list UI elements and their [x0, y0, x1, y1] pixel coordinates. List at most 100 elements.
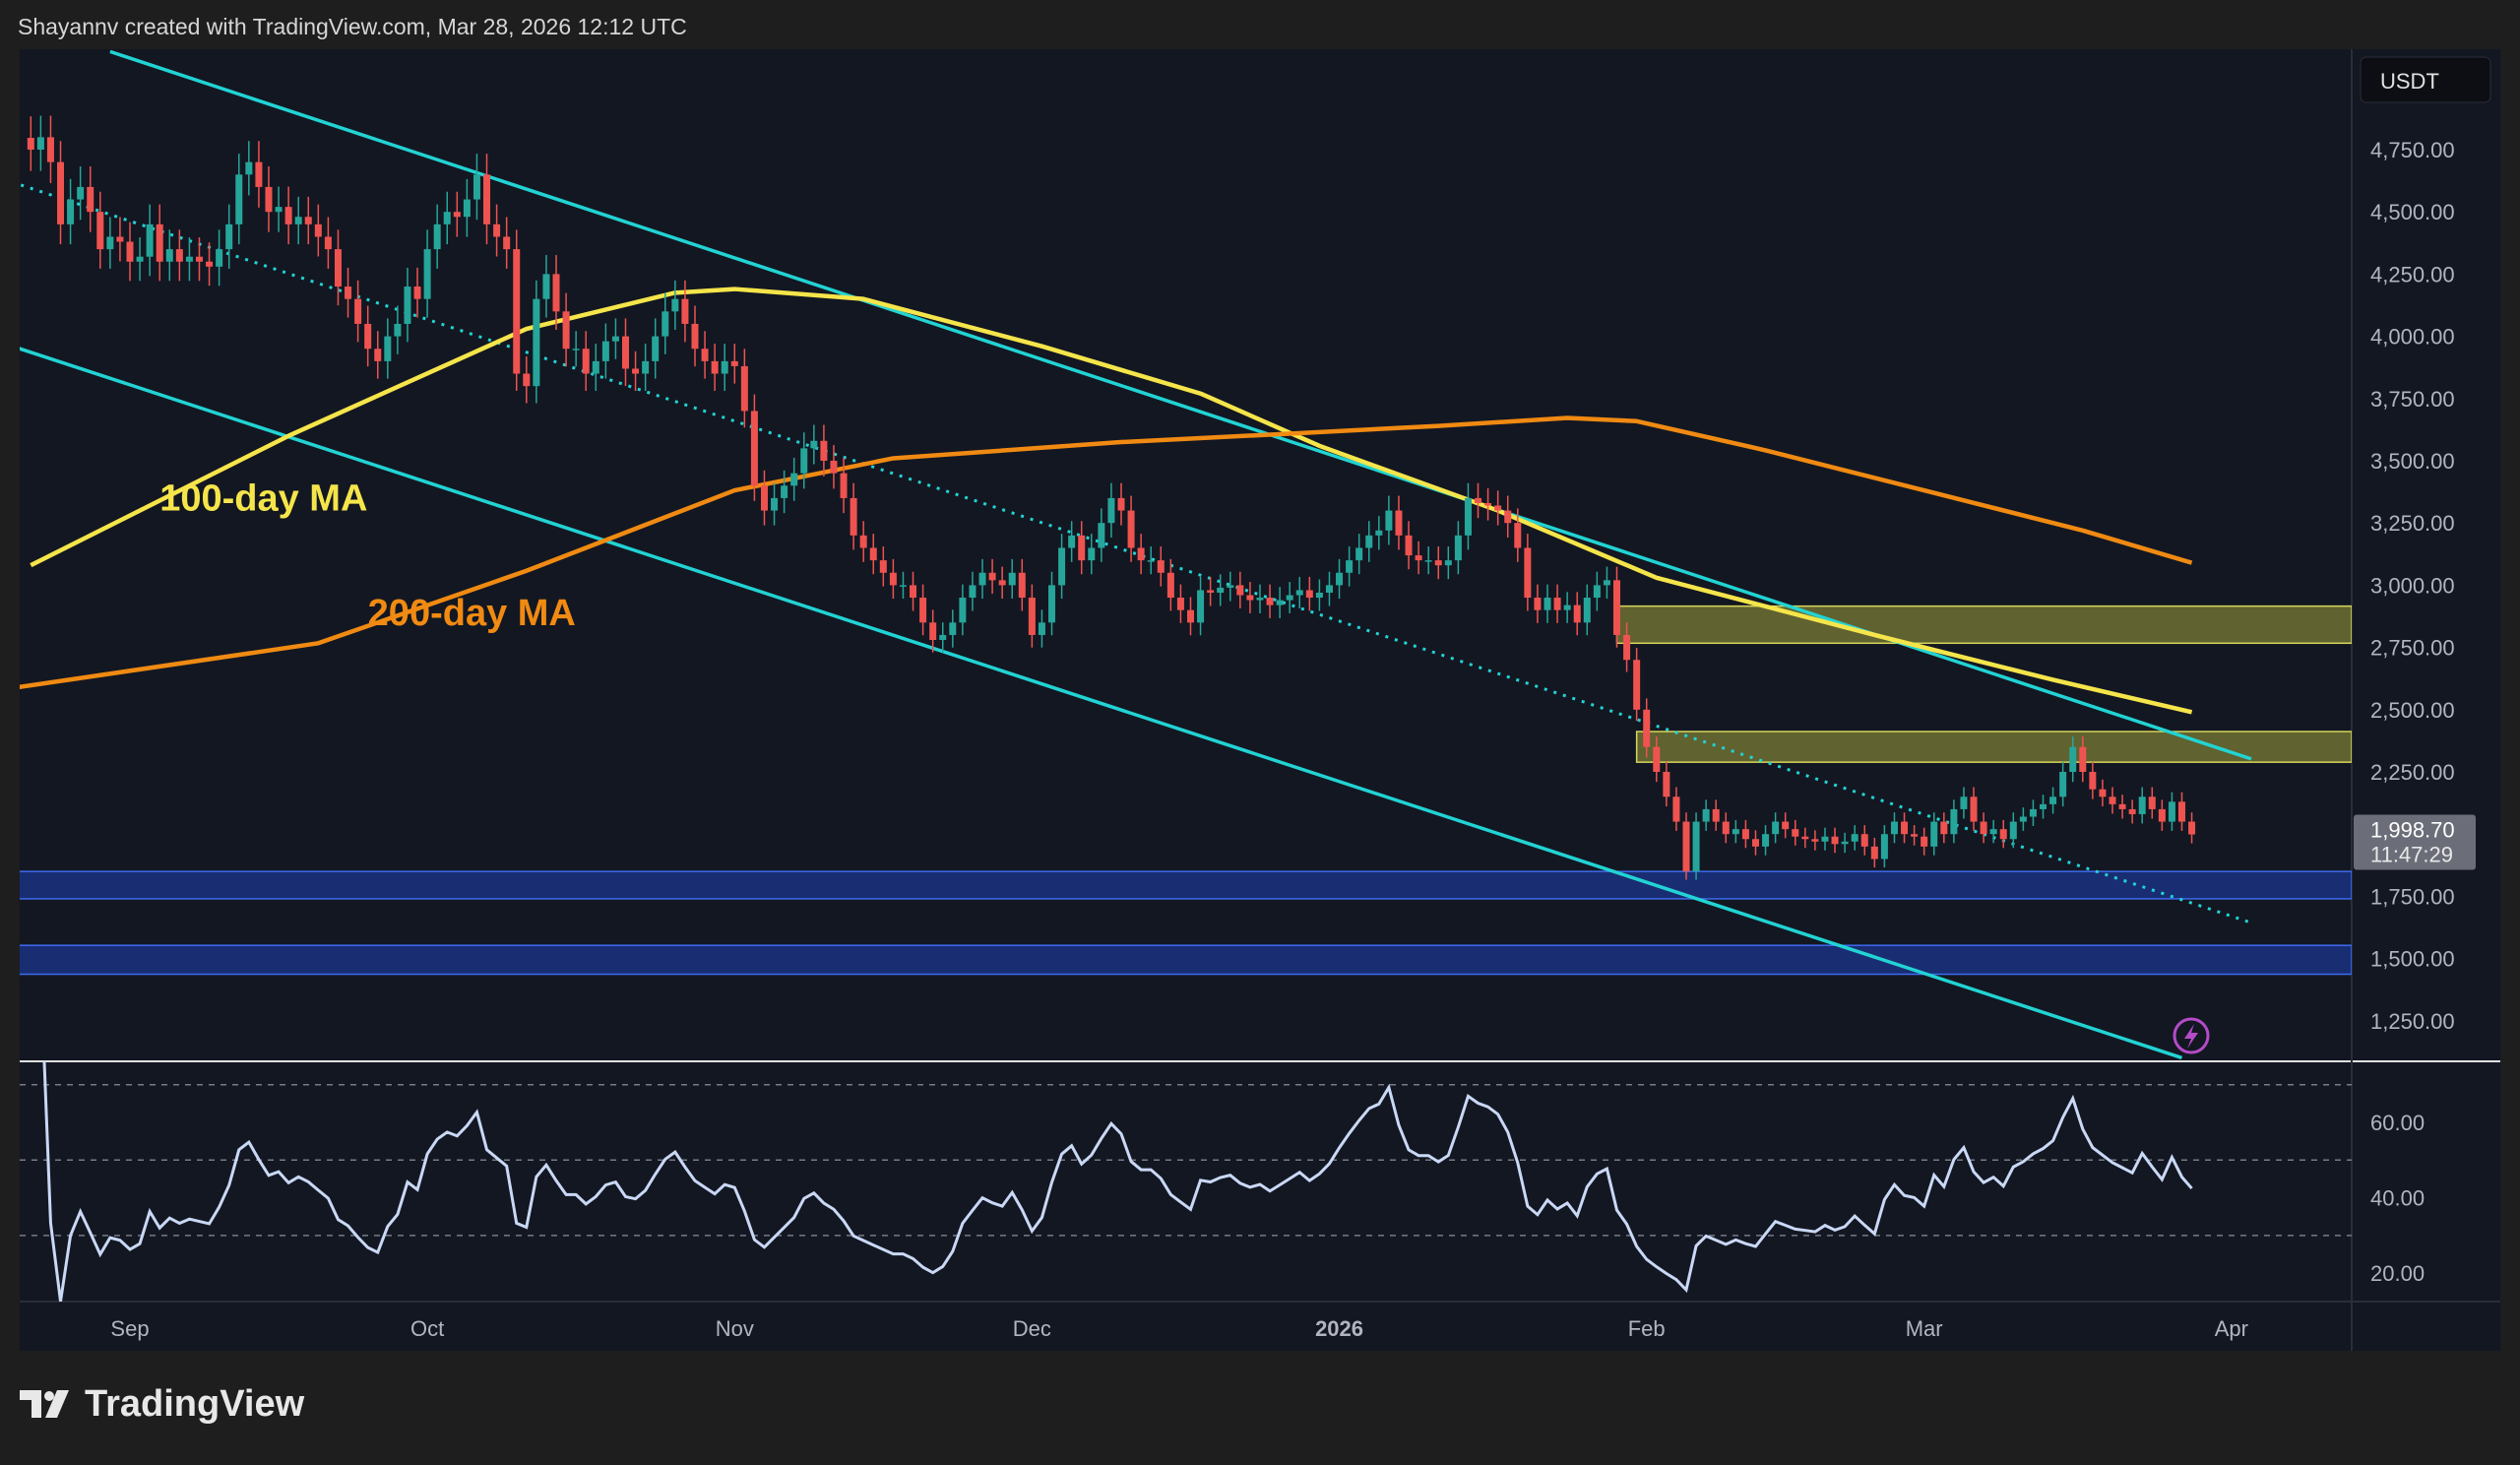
candle — [1048, 585, 1056, 623]
candle — [275, 207, 283, 213]
candle — [1217, 587, 1225, 593]
lightning-icon[interactable] — [2173, 1017, 2210, 1054]
candle — [146, 223, 154, 257]
candle — [859, 535, 867, 548]
chart-credit: Shayannv created with TradingView.com, M… — [18, 14, 687, 39]
candle — [1980, 821, 1987, 835]
candle — [572, 349, 580, 350]
candle — [354, 298, 362, 324]
candle — [463, 199, 471, 218]
demand-zone — [20, 944, 2352, 976]
candle — [632, 368, 640, 374]
candle — [760, 485, 768, 511]
candle — [2019, 816, 2027, 822]
candle — [711, 360, 719, 374]
candle — [2040, 803, 2048, 809]
candle — [1732, 829, 1739, 835]
candle — [1841, 841, 1849, 845]
rsi-line — [42, 1061, 2193, 1302]
price-tick-label: 1,250.00 — [2370, 1009, 2455, 1034]
candle — [1246, 595, 1254, 601]
candle — [245, 161, 253, 175]
candle — [87, 186, 94, 213]
candle — [1643, 709, 1651, 747]
last-price-badge — [2354, 814, 2476, 870]
candle — [1276, 600, 1284, 605]
candle — [493, 223, 501, 237]
candle — [423, 249, 431, 299]
candle — [2158, 808, 2166, 822]
candle — [1266, 598, 1274, 605]
candle — [652, 336, 660, 361]
candle — [2109, 796, 2116, 804]
candle — [156, 223, 163, 262]
supply-zone — [1635, 731, 2352, 763]
candle — [364, 323, 372, 350]
candle — [1058, 547, 1066, 586]
rsi-tick-label: 20.00 — [2370, 1261, 2425, 1286]
price-tick-label: 4,250.00 — [2370, 262, 2455, 287]
candle — [523, 373, 531, 387]
candle — [1365, 535, 1373, 548]
candle — [552, 274, 560, 312]
time-tick-label: Apr — [2215, 1316, 2248, 1341]
candle — [1524, 547, 1532, 599]
candle — [136, 256, 144, 262]
candle — [433, 223, 441, 250]
candle — [542, 274, 550, 299]
candle — [2089, 772, 2097, 790]
candle — [1256, 598, 1264, 601]
candle — [1544, 598, 1551, 610]
currency-selector[interactable] — [2360, 56, 2491, 103]
candle — [869, 547, 877, 561]
candle — [929, 622, 937, 641]
candle — [304, 217, 312, 224]
candle — [1821, 836, 1829, 842]
candle — [206, 261, 214, 267]
candle — [879, 560, 887, 573]
candle — [2138, 796, 2146, 814]
candle — [2009, 821, 2017, 840]
tradingview-logo-icon — [20, 1389, 69, 1418]
time-tick-label: Sep — [110, 1316, 149, 1341]
candle — [1494, 505, 1502, 511]
candle — [1989, 829, 1997, 835]
candle — [1751, 839, 1759, 847]
candle — [1930, 821, 1938, 847]
candle — [840, 473, 848, 498]
candle — [1504, 510, 1512, 524]
candle — [2168, 801, 2175, 822]
candle — [1088, 547, 1096, 561]
candle — [2029, 808, 2037, 817]
candle — [1236, 585, 1244, 596]
price-tick-label: 1,750.00 — [2370, 884, 2455, 909]
candle — [404, 287, 411, 324]
candle — [662, 311, 669, 337]
candle — [1415, 555, 1422, 561]
candle — [255, 161, 263, 187]
candle — [1038, 622, 1045, 635]
candle — [2069, 746, 2077, 772]
candle — [195, 256, 203, 262]
candle — [721, 360, 728, 374]
candle — [800, 448, 808, 474]
candle — [1801, 836, 1809, 840]
candle — [96, 212, 104, 250]
tradingview-logo[interactable]: TradingView — [20, 1383, 304, 1426]
supply-zone — [1615, 605, 2352, 645]
candle — [294, 217, 302, 224]
candle — [185, 256, 193, 262]
candle — [513, 249, 521, 374]
tradingview-logo-text: TradingView — [85, 1383, 305, 1425]
candle — [1633, 660, 1641, 710]
candle — [1227, 585, 1234, 588]
candle — [235, 174, 243, 224]
candle — [820, 440, 828, 461]
candle — [1553, 598, 1561, 610]
price-tick-label: 3,500.00 — [2370, 449, 2455, 474]
candle — [1960, 796, 1968, 809]
candle — [592, 360, 599, 374]
lightning-icon-glyph — [2184, 1024, 2198, 1049]
candle — [671, 298, 679, 312]
